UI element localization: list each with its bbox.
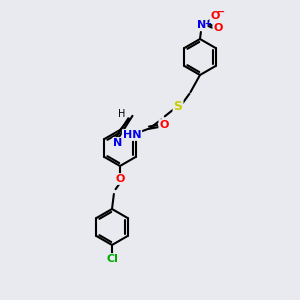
- Text: H: H: [118, 109, 126, 119]
- Text: O: O: [213, 23, 223, 33]
- Text: O: O: [159, 120, 169, 130]
- Text: O: O: [115, 174, 125, 184]
- Text: −: −: [217, 7, 225, 17]
- Text: Cl: Cl: [106, 254, 118, 264]
- Text: N: N: [113, 138, 123, 148]
- Text: HN: HN: [123, 130, 141, 140]
- Text: S: S: [173, 100, 182, 113]
- Text: N: N: [197, 20, 207, 30]
- Text: O: O: [210, 11, 220, 21]
- Text: +: +: [205, 19, 212, 28]
